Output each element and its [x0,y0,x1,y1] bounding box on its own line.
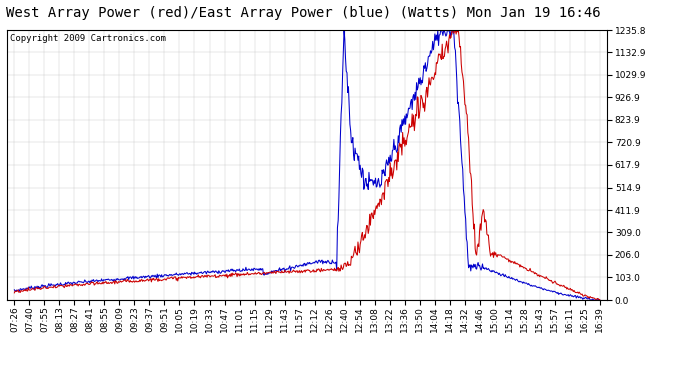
Text: West Array Power (red)/East Array Power (blue) (Watts) Mon Jan 19 16:46: West Array Power (red)/East Array Power … [6,6,601,20]
Text: Copyright 2009 Cartronics.com: Copyright 2009 Cartronics.com [10,34,166,43]
